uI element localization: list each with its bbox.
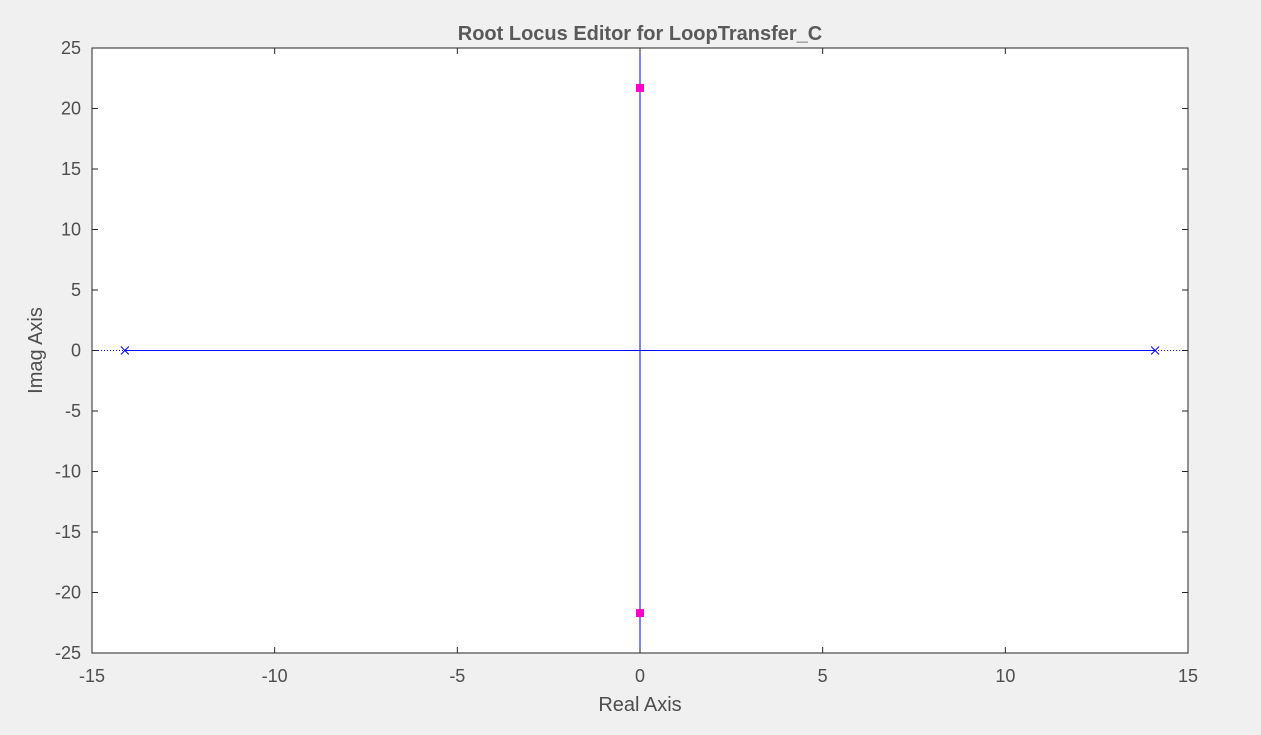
y-tick-label: 10 [61, 220, 81, 240]
y-tick-label: -15 [55, 522, 81, 542]
tick-layer: -15 -10 -5 0 5 10 15 25 20 15 10 5 0 -5 -10 -15 -20 -25 [55, 38, 1198, 686]
x-axis-label: Real Axis [598, 694, 681, 716]
y-tick-label: 20 [61, 99, 81, 119]
x-tick-label: -10 [262, 666, 288, 686]
open-loop-pole-marker [1150, 346, 1160, 355]
y-tick-label: -5 [65, 401, 81, 421]
pole-x-stroke [120, 346, 130, 355]
open-loop-pole-marker [120, 346, 130, 355]
x-tick-label: -5 [449, 666, 465, 686]
pole-x-stroke [1150, 346, 1160, 355]
y-tick-label: 5 [71, 280, 81, 300]
y-tick-label: 0 [71, 341, 81, 361]
closed-loop-pole-marker [636, 83, 644, 92]
y-tick-label: 15 [61, 159, 81, 179]
x-tick-label: 15 [1178, 666, 1198, 686]
x-tick-label: 5 [818, 666, 828, 686]
y-axis-label: Imag Axis [25, 307, 47, 394]
y-tick-label: 25 [61, 38, 81, 58]
y-tick-label: -25 [55, 643, 81, 663]
x-tick-label: 10 [995, 666, 1015, 686]
closed-loop-pole-marker [636, 609, 644, 618]
chart-title: Root Locus Editor for LoopTransfer_C [458, 23, 822, 45]
y-tick-label: -20 [55, 583, 81, 603]
y-tick-label: -10 [55, 462, 81, 482]
x-tick-label: 0 [635, 666, 645, 686]
x-tick-label: -15 [79, 666, 105, 686]
